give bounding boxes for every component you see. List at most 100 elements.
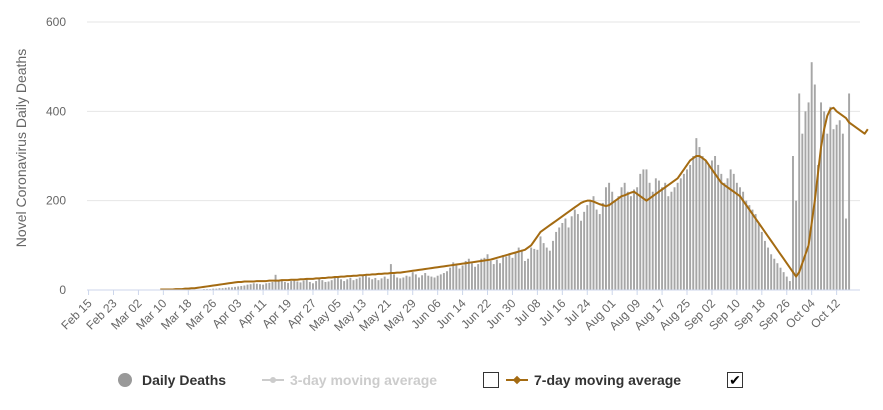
daily-deaths-bar[interactable] bbox=[723, 183, 725, 290]
daily-deaths-bar[interactable] bbox=[761, 232, 763, 290]
daily-deaths-bar[interactable] bbox=[614, 201, 616, 290]
daily-deaths-bar[interactable] bbox=[505, 257, 507, 291]
daily-deaths-bar[interactable] bbox=[543, 243, 545, 290]
daily-deaths-bar[interactable] bbox=[321, 280, 323, 290]
daily-deaths-bar[interactable] bbox=[387, 279, 389, 290]
daily-deaths-bar[interactable] bbox=[574, 210, 576, 290]
daily-deaths-bar[interactable] bbox=[462, 265, 464, 290]
daily-deaths-bar[interactable] bbox=[549, 251, 551, 290]
daily-deaths-bar[interactable] bbox=[811, 62, 813, 290]
daily-deaths-bar[interactable] bbox=[642, 169, 644, 290]
daily-deaths-bar[interactable] bbox=[839, 120, 841, 290]
daily-deaths-bar[interactable] bbox=[524, 261, 526, 290]
daily-deaths-bar[interactable] bbox=[278, 281, 280, 290]
daily-deaths-bar[interactable] bbox=[695, 138, 697, 290]
daily-deaths-bar[interactable] bbox=[583, 212, 585, 290]
daily-deaths-bar[interactable] bbox=[247, 285, 249, 290]
daily-deaths-bar[interactable] bbox=[452, 262, 454, 290]
daily-deaths-bar[interactable] bbox=[502, 255, 504, 290]
daily-deaths-bar[interactable] bbox=[296, 282, 298, 290]
daily-deaths-bar[interactable] bbox=[493, 264, 495, 290]
toggle-7-day-average-checkbox[interactable]: ✔ bbox=[727, 372, 743, 388]
daily-deaths-bar[interactable] bbox=[829, 107, 831, 290]
daily-deaths-bar[interactable] bbox=[271, 282, 273, 290]
daily-deaths-bar[interactable] bbox=[268, 283, 270, 290]
daily-deaths-bar[interactable] bbox=[773, 259, 775, 290]
daily-deaths-bar[interactable] bbox=[303, 281, 305, 290]
daily-deaths-bar[interactable] bbox=[421, 275, 423, 290]
daily-deaths-bar[interactable] bbox=[630, 196, 632, 290]
daily-deaths-bar[interactable] bbox=[477, 264, 479, 290]
daily-deaths-bar[interactable] bbox=[633, 190, 635, 291]
daily-deaths-bar[interactable] bbox=[683, 174, 685, 290]
daily-deaths-bar[interactable] bbox=[730, 169, 732, 290]
daily-deaths-bar[interactable] bbox=[739, 187, 741, 290]
daily-deaths-bar[interactable] bbox=[424, 273, 426, 290]
daily-deaths-bar[interactable] bbox=[508, 253, 510, 290]
daily-deaths-bar[interactable] bbox=[674, 187, 676, 290]
daily-deaths-bar[interactable] bbox=[705, 160, 707, 290]
daily-deaths-bar[interactable] bbox=[658, 181, 660, 290]
daily-deaths-bar[interactable] bbox=[845, 219, 847, 290]
daily-deaths-bar[interactable] bbox=[711, 160, 713, 290]
daily-deaths-bar[interactable] bbox=[667, 196, 669, 290]
daily-deaths-bar[interactable] bbox=[689, 165, 691, 290]
daily-deaths-bar[interactable] bbox=[527, 259, 529, 290]
daily-deaths-bar[interactable] bbox=[639, 174, 641, 290]
daily-deaths-bar[interactable] bbox=[586, 205, 588, 290]
daily-deaths-bar[interactable] bbox=[415, 274, 417, 290]
daily-deaths-bar[interactable] bbox=[359, 277, 361, 290]
daily-deaths-bar[interactable] bbox=[608, 183, 610, 290]
daily-deaths-bar[interactable] bbox=[284, 282, 286, 290]
daily-deaths-bar[interactable] bbox=[752, 210, 754, 290]
daily-deaths-bar[interactable] bbox=[561, 223, 563, 290]
daily-deaths-bar[interactable] bbox=[571, 216, 573, 290]
daily-deaths-bar[interactable] bbox=[427, 276, 429, 290]
daily-deaths-bar[interactable] bbox=[362, 276, 364, 290]
daily-deaths-bar[interactable] bbox=[306, 279, 308, 290]
daily-deaths-bar[interactable] bbox=[483, 258, 485, 290]
daily-deaths-bar[interactable] bbox=[826, 134, 828, 290]
daily-deaths-bar[interactable] bbox=[717, 165, 719, 290]
daily-deaths-bar[interactable] bbox=[670, 192, 672, 290]
daily-deaths-bar[interactable] bbox=[440, 274, 442, 290]
daily-deaths-bar[interactable] bbox=[353, 280, 355, 290]
daily-deaths-bar[interactable] bbox=[599, 214, 601, 290]
daily-deaths-bar[interactable] bbox=[318, 279, 320, 290]
daily-deaths-bar[interactable] bbox=[836, 125, 838, 290]
daily-deaths-bar[interactable] bbox=[437, 276, 439, 290]
daily-deaths-bar[interactable] bbox=[780, 268, 782, 290]
daily-deaths-bar[interactable] bbox=[521, 250, 523, 290]
daily-deaths-bar[interactable] bbox=[820, 102, 822, 290]
daily-deaths-bar[interactable] bbox=[530, 248, 532, 290]
daily-deaths-bar[interactable] bbox=[755, 214, 757, 290]
daily-deaths-bar[interactable] bbox=[281, 280, 283, 290]
daily-deaths-bar[interactable] bbox=[783, 272, 785, 290]
daily-deaths-bar[interactable] bbox=[652, 192, 654, 290]
daily-deaths-bar[interactable] bbox=[770, 254, 772, 290]
daily-deaths-bar[interactable] bbox=[577, 214, 579, 290]
daily-deaths-bar[interactable] bbox=[680, 178, 682, 290]
daily-deaths-bar[interactable] bbox=[748, 205, 750, 290]
daily-deaths-bar[interactable] bbox=[833, 129, 835, 290]
daily-deaths-bar[interactable] bbox=[842, 134, 844, 290]
daily-deaths-bar[interactable] bbox=[262, 285, 264, 290]
daily-deaths-bar[interactable] bbox=[275, 275, 277, 290]
daily-deaths-bar[interactable] bbox=[480, 259, 482, 290]
daily-deaths-bar[interactable] bbox=[393, 274, 395, 290]
daily-deaths-bar[interactable] bbox=[328, 282, 330, 290]
daily-deaths-bar[interactable] bbox=[490, 261, 492, 290]
daily-deaths-bar[interactable] bbox=[776, 263, 778, 290]
daily-deaths-bar[interactable] bbox=[446, 271, 448, 290]
daily-deaths-bar[interactable] bbox=[374, 278, 376, 290]
daily-deaths-bar[interactable] bbox=[474, 267, 476, 290]
daily-deaths-bar[interactable] bbox=[237, 286, 239, 290]
daily-deaths-bar[interactable] bbox=[702, 156, 704, 290]
daily-deaths-bar[interactable] bbox=[742, 192, 744, 290]
daily-deaths-bar[interactable] bbox=[412, 272, 414, 290]
daily-deaths-bar[interactable] bbox=[399, 278, 401, 290]
daily-deaths-bar[interactable] bbox=[786, 277, 788, 290]
daily-deaths-bar[interactable] bbox=[449, 268, 451, 290]
daily-deaths-bar[interactable] bbox=[256, 284, 258, 290]
daily-deaths-bar[interactable] bbox=[617, 196, 619, 290]
